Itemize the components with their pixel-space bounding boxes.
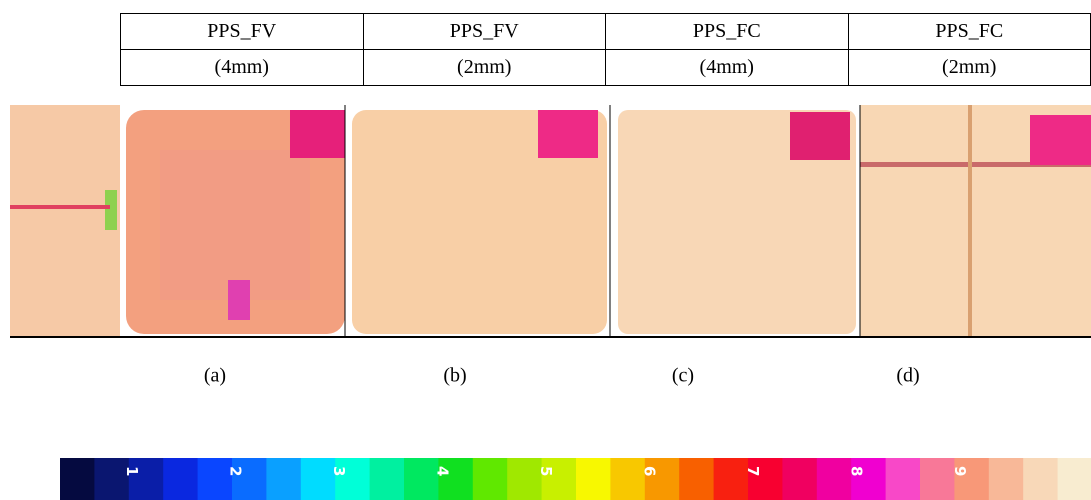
colorbar-label: 4: [434, 466, 452, 476]
colorbar-swatch: [988, 458, 1024, 500]
caption: (b): [443, 365, 466, 387]
panel-a-marker: [290, 110, 345, 158]
caption: (c): [672, 365, 694, 387]
colorbar-swatch: [128, 458, 164, 500]
colorbar-swatch: [507, 458, 543, 500]
colorbar-swatch: [713, 458, 749, 500]
colorbar-label: 2: [227, 466, 245, 476]
table-cell: (2mm): [847, 49, 1091, 86]
panel-d-line: [968, 105, 972, 338]
panel-d-line: [860, 162, 1091, 167]
colorbar-swatch: [644, 458, 680, 500]
colorbar-swatch: [748, 458, 783, 500]
table-row: (4mm) (2mm) (4mm) (2mm): [120, 49, 1091, 86]
sample-table: PPS_FV PPS_FV PPS_FC PPS_FC (4mm) (2mm) (4mm)(…: [120, 13, 1091, 86]
colorbar-swatch: [438, 458, 474, 500]
colorbar-label: 5: [537, 466, 555, 476]
scan-images: [10, 105, 1091, 338]
colorbar-swatch: [851, 458, 887, 500]
colorbar-swatch: [541, 458, 577, 500]
table-cell: PPS_FC: [847, 13, 1091, 50]
colorbar-swatch: [266, 458, 302, 500]
colorbar-swatch: [335, 458, 371, 500]
caption: (d): [896, 365, 919, 387]
colorbar-swatch: [300, 458, 336, 500]
captions: (a) (b) (c) (d): [204, 365, 920, 387]
colorbar-swatch: [197, 458, 233, 500]
clip: [105, 190, 117, 230]
colorbar-swatch: [472, 458, 508, 500]
mount-strip: [10, 105, 120, 338]
table-row: PPS_FV PPS_FV PPS_FC PPS_FC: [120, 13, 1091, 50]
panel-b-marker: [538, 110, 598, 158]
table-cell: PPS_FV: [120, 13, 364, 50]
panel-c: [618, 110, 856, 334]
colorbar-label: 3: [330, 466, 348, 476]
colorbar-swatch: [782, 458, 818, 500]
colorbar-swatch: [1057, 458, 1091, 500]
colorbar-swatch: [404, 458, 439, 500]
colorbar-swatch: [610, 458, 646, 500]
colorbar: 1 2 3 4 5 6 7 8 9: [60, 458, 1091, 500]
colorbar-swatch: [576, 458, 611, 500]
colorbar-swatch: [954, 458, 990, 500]
panel-c-marker: [790, 112, 850, 160]
colorbar-swatch: [679, 458, 715, 500]
colorbar-label: 6: [641, 466, 659, 476]
colorbar-label: 1: [123, 466, 141, 476]
colorbar-swatch: [94, 458, 130, 500]
panel-a-shade: [160, 150, 310, 300]
panel-a-spot: [228, 280, 250, 320]
colorbar-label: 7: [744, 466, 762, 476]
panel-d-marker: [1030, 115, 1091, 165]
colorbar-swatch: [920, 458, 955, 500]
panel-b: [352, 110, 607, 334]
colorbar-swatch: [885, 458, 921, 500]
table-cell: (4mm): [605, 49, 849, 86]
colorbar-label: 8: [848, 466, 866, 476]
colorbar-swatch: [60, 458, 95, 500]
caption: (a): [204, 365, 226, 387]
colorbar-swatch: [369, 458, 405, 500]
colorbar-label: 9: [951, 466, 969, 476]
clip-bar: [10, 205, 110, 209]
colorbar-swatch: [232, 458, 267, 500]
table-cell: PPS_FV: [362, 13, 606, 50]
colorbar-swatch: [1023, 458, 1059, 500]
colorbar-swatch: [163, 458, 199, 500]
colorbar-swatch: [816, 458, 852, 500]
